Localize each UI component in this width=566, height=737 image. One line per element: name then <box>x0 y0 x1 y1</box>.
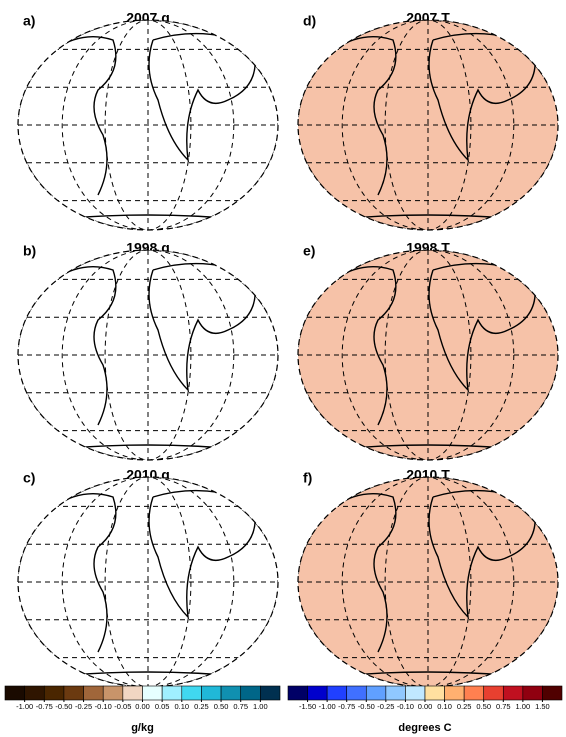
globe-content <box>18 250 278 460</box>
colorbar-box <box>260 685 281 701</box>
colorbar-tick-label: 1.00 <box>516 702 531 711</box>
colorbar-box <box>240 685 261 701</box>
colorbar-box <box>220 685 242 701</box>
graticule <box>384 20 472 230</box>
colorbar-unit: degrees C <box>398 722 451 734</box>
colorbar-box <box>346 685 367 701</box>
panel-label: b) <box>23 243 36 259</box>
colorbar-box <box>463 685 485 701</box>
panel-label: c) <box>23 470 35 486</box>
colorbar-box <box>385 685 406 701</box>
map-panel: d) 2007 T <box>297 10 559 231</box>
colorbar-box <box>24 685 45 701</box>
panel-label: f) <box>303 470 312 486</box>
colorbar-tick-label: 1.50 <box>535 702 550 711</box>
colorbar-tick-label: 0.05 <box>155 702 170 711</box>
colorbar-box <box>102 685 124 701</box>
colorbar-tick-label: 0.00 <box>418 702 433 711</box>
colorbar-tick-label: 0.00 <box>135 702 150 711</box>
colorbar-tick-label: -0.05 <box>114 702 131 711</box>
map-panel: a) 2007 q <box>17 10 279 231</box>
graticule <box>104 477 192 687</box>
colorbar-tick-label: 0.75 <box>496 702 511 711</box>
colorbar-box <box>161 685 183 701</box>
colorbar-tick-label: -1.00 <box>319 702 336 711</box>
colorbar-tick-label: 0.10 <box>174 702 189 711</box>
colorbar-box <box>63 685 84 701</box>
graticule <box>61 477 235 687</box>
graticule <box>104 20 192 230</box>
colorbar-box <box>287 685 308 701</box>
colorbar-tick-label: 0.50 <box>476 702 491 711</box>
map-panel: f) 2010 T <box>297 467 559 688</box>
colorbar-box <box>307 685 328 701</box>
colorbar-tick-label: 0.75 <box>233 702 248 711</box>
panel-label: e) <box>303 243 315 259</box>
map-panel: b) 1998 q <box>17 240 279 461</box>
graticule <box>61 250 235 460</box>
map-panel: c) 2010 q <box>17 467 279 688</box>
colorbar-tick-label: 0.25 <box>194 702 209 711</box>
globe-content <box>18 20 278 230</box>
colorbar-box <box>424 685 445 701</box>
colorbar-box <box>542 685 563 701</box>
colorbar-box <box>43 685 65 701</box>
globe-border <box>17 19 279 231</box>
globe-border <box>297 249 559 461</box>
map-panel: e) 1998 T <box>297 240 559 461</box>
colorbar-tick-label: 1.00 <box>253 702 268 711</box>
colorbar-box <box>405 685 426 701</box>
colorbar-box <box>444 685 465 701</box>
globe-content <box>298 250 558 460</box>
colorbar-box <box>365 685 387 701</box>
colorbar-tick-label: 0.25 <box>457 702 472 711</box>
colorbar-unit: g/kg <box>131 722 154 734</box>
colorbar-box <box>181 685 202 701</box>
graticule <box>384 250 472 460</box>
colorbar-tick-label: -1.00 <box>16 702 33 711</box>
globe-content <box>18 477 278 687</box>
graticule <box>384 477 472 687</box>
globe-content <box>298 20 558 230</box>
colorbar-box <box>201 685 222 701</box>
colorbar-tick-label: 0.50 <box>214 702 229 711</box>
colorbar-box <box>83 685 104 701</box>
globe-border <box>297 19 559 231</box>
colorbar-box <box>4 685 25 701</box>
colorbar-tick-label: -0.75 <box>338 702 355 711</box>
colorbar-tick-label: -0.10 <box>397 702 414 711</box>
globe-border <box>17 249 279 461</box>
colorbar-tick-label: 0.10 <box>437 702 452 711</box>
colorbar-tick-label: -1.50 <box>299 702 316 711</box>
colorbar-box <box>326 685 348 701</box>
panel-label: d) <box>303 13 316 29</box>
colorbar-tick-label: -0.10 <box>95 702 112 711</box>
colorbar-tick-label: -0.25 <box>75 702 92 711</box>
graticule <box>104 250 192 460</box>
colorbar-box <box>522 685 543 701</box>
graticule <box>341 20 515 230</box>
colorbar-box <box>122 685 143 701</box>
colorbar-tick-label: -0.50 <box>55 702 72 711</box>
globe-content <box>298 477 558 687</box>
colorbar-tick-label: -0.50 <box>358 702 375 711</box>
colorbar-tick-label: -0.25 <box>377 702 394 711</box>
colorbar-box <box>502 685 524 701</box>
graticule <box>341 250 515 460</box>
colorbar-box <box>142 685 163 701</box>
graticule <box>341 477 515 687</box>
panel-label: a) <box>23 13 35 29</box>
colorbar-tick-label: -0.75 <box>36 702 53 711</box>
colorbar-box <box>483 685 504 701</box>
graticule <box>61 20 235 230</box>
